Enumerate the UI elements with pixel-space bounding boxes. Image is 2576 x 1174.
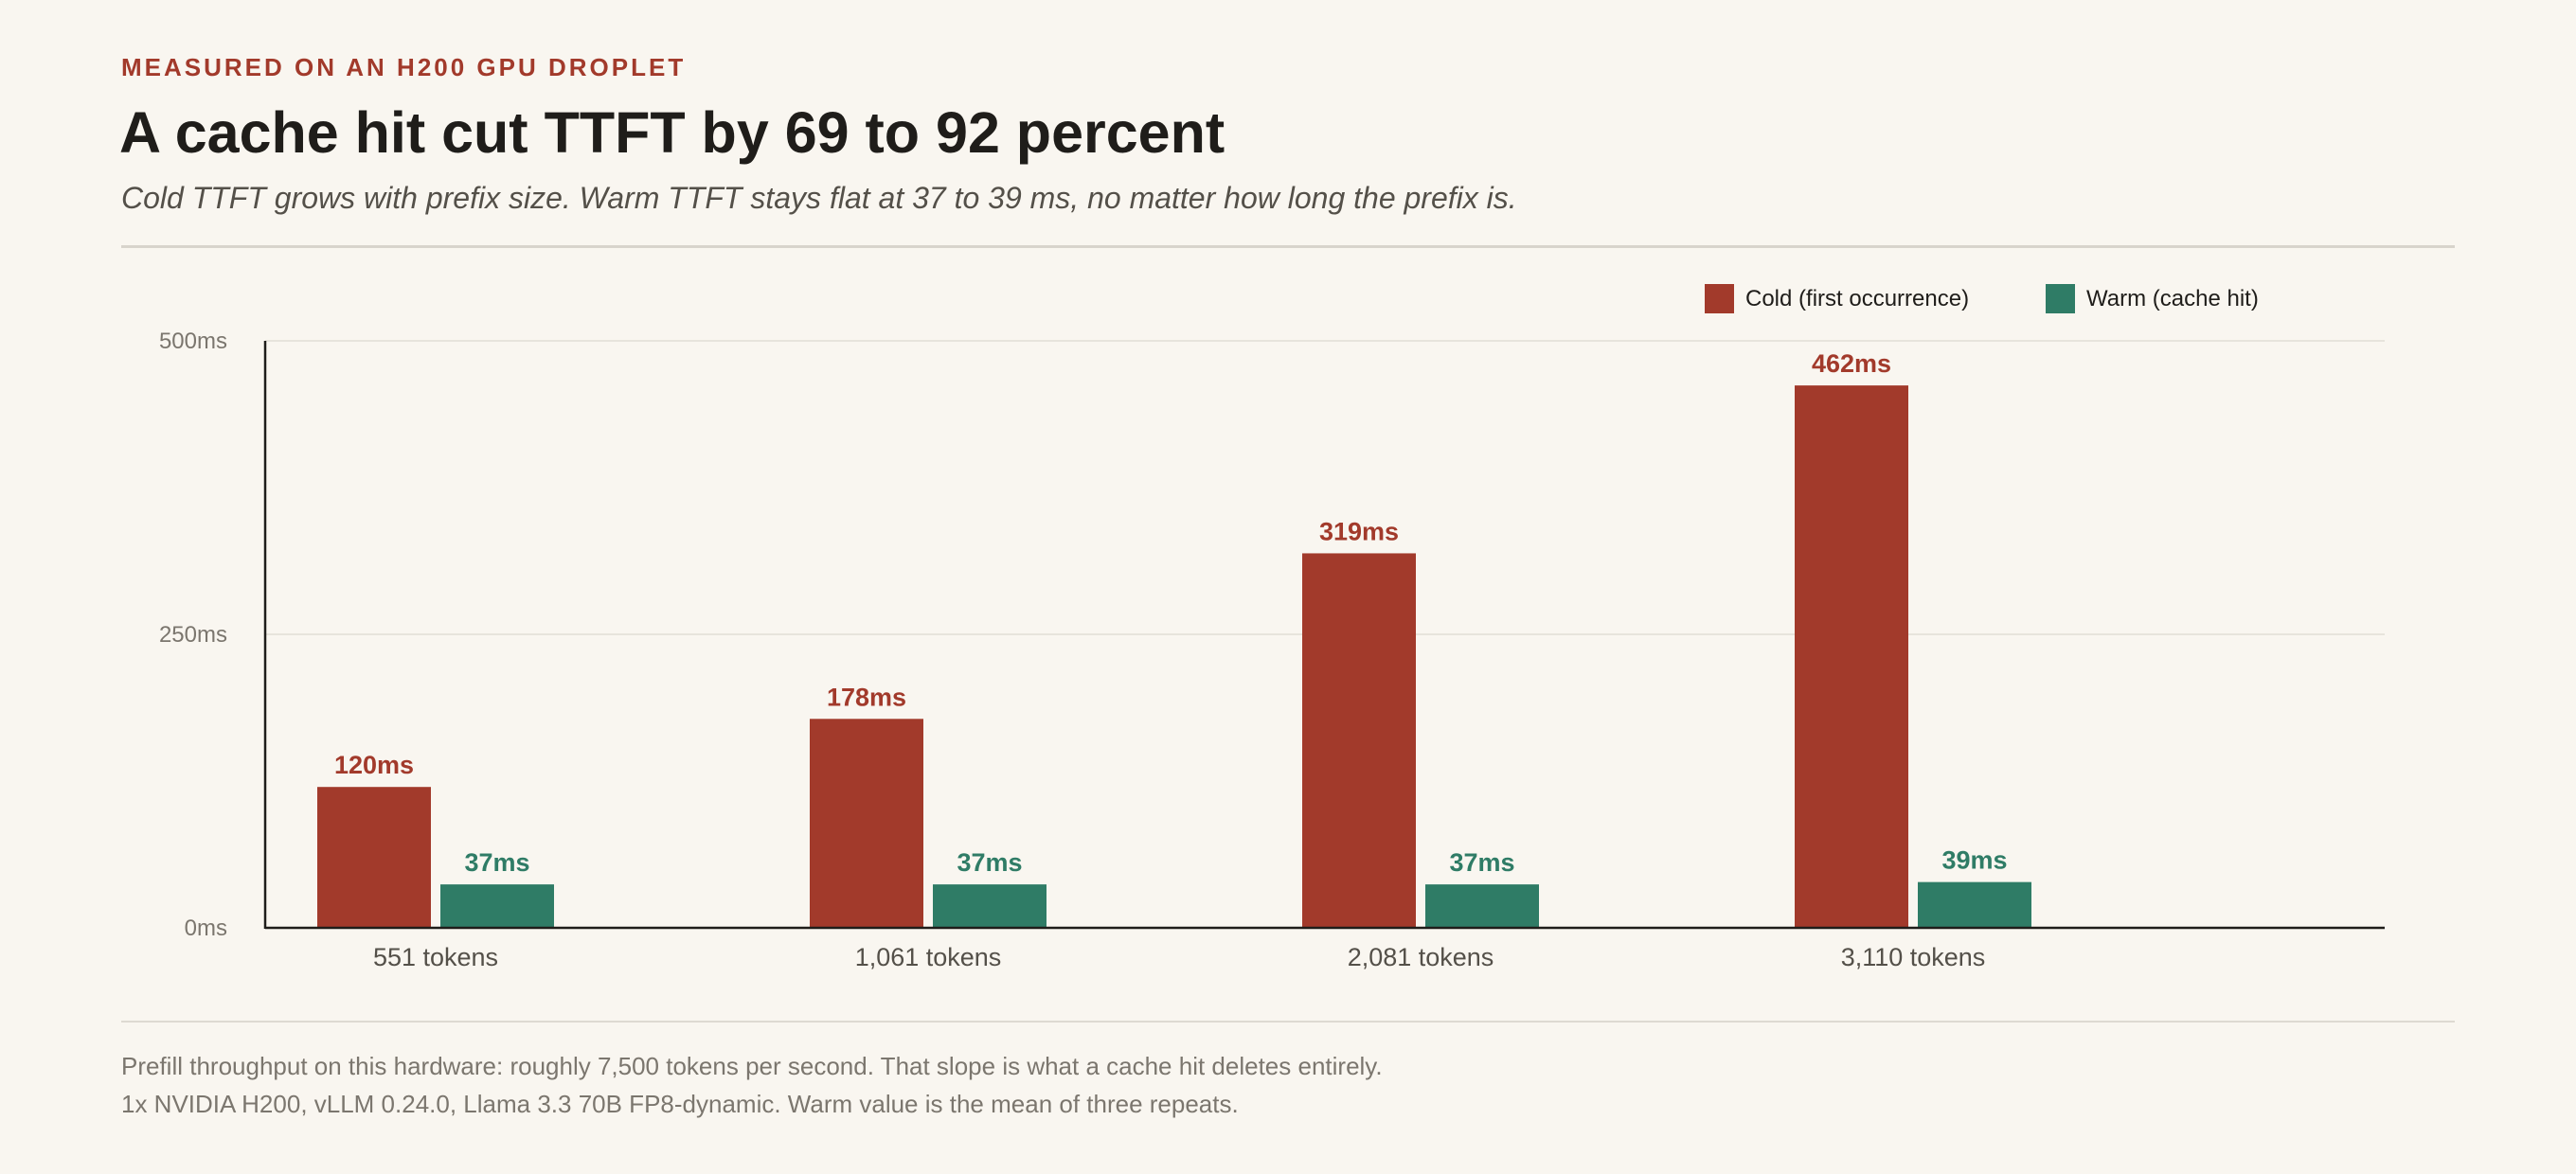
header-divider bbox=[121, 245, 2455, 248]
bar-warm bbox=[1918, 881, 2031, 928]
data-label-warm: 37ms bbox=[957, 848, 1022, 877]
bar-cold bbox=[810, 719, 923, 928]
bar-cold bbox=[317, 787, 431, 928]
data-label-cold: 120ms bbox=[334, 751, 414, 779]
x-tick-label: 3,110 tokens bbox=[1841, 943, 1986, 971]
data-label-cold: 319ms bbox=[1319, 517, 1399, 545]
bar-cold bbox=[1795, 385, 1908, 928]
footnote-throughput: Prefill throughput on this hardware: rou… bbox=[121, 1052, 1383, 1080]
bar-cold bbox=[1302, 553, 1416, 928]
chart-title: A cache hit cut TTFT by 69 to 92 percent bbox=[119, 100, 1225, 165]
chart-subtitle: Cold TTFT grows with prefix size. Warm T… bbox=[121, 181, 1517, 215]
y-tick-label: 0ms bbox=[185, 916, 227, 941]
eyebrow-label: MEASURED ON AN H200 GPU DROPLET bbox=[121, 53, 687, 81]
x-tick-label: 551 tokens bbox=[373, 943, 498, 971]
data-label-warm: 39ms bbox=[1941, 846, 2007, 875]
x-tick-label: 1,061 tokens bbox=[855, 943, 1002, 971]
bar-warm bbox=[440, 884, 554, 928]
footnote-hardware: 1x NVIDIA H200, vLLM 0.24.0, Llama 3.3 7… bbox=[121, 1090, 1239, 1118]
legend-label-cold: Cold (first occurrence) bbox=[1745, 285, 1970, 311]
bar-warm bbox=[1425, 884, 1539, 928]
data-label-warm: 37ms bbox=[464, 848, 529, 877]
legend-item-warm: Warm (cache hit) bbox=[2046, 284, 2259, 313]
legend-swatch-cold bbox=[1705, 284, 1734, 313]
x-tick-label: 2,081 tokens bbox=[1348, 943, 1494, 971]
legend-swatch-warm bbox=[2046, 284, 2075, 313]
data-label-warm: 37ms bbox=[1449, 848, 1514, 877]
data-label-cold: 462ms bbox=[1812, 349, 1891, 378]
footer-divider bbox=[121, 1021, 2455, 1023]
y-tick-label: 500ms bbox=[159, 329, 227, 354]
data-label-cold: 178ms bbox=[827, 683, 906, 711]
bar-warm bbox=[933, 884, 1046, 928]
legend-label-warm: Warm (cache hit) bbox=[2086, 285, 2259, 311]
legend-item-cold: Cold (first occurrence) bbox=[1705, 284, 1969, 313]
y-tick-label: 250ms bbox=[159, 622, 227, 648]
